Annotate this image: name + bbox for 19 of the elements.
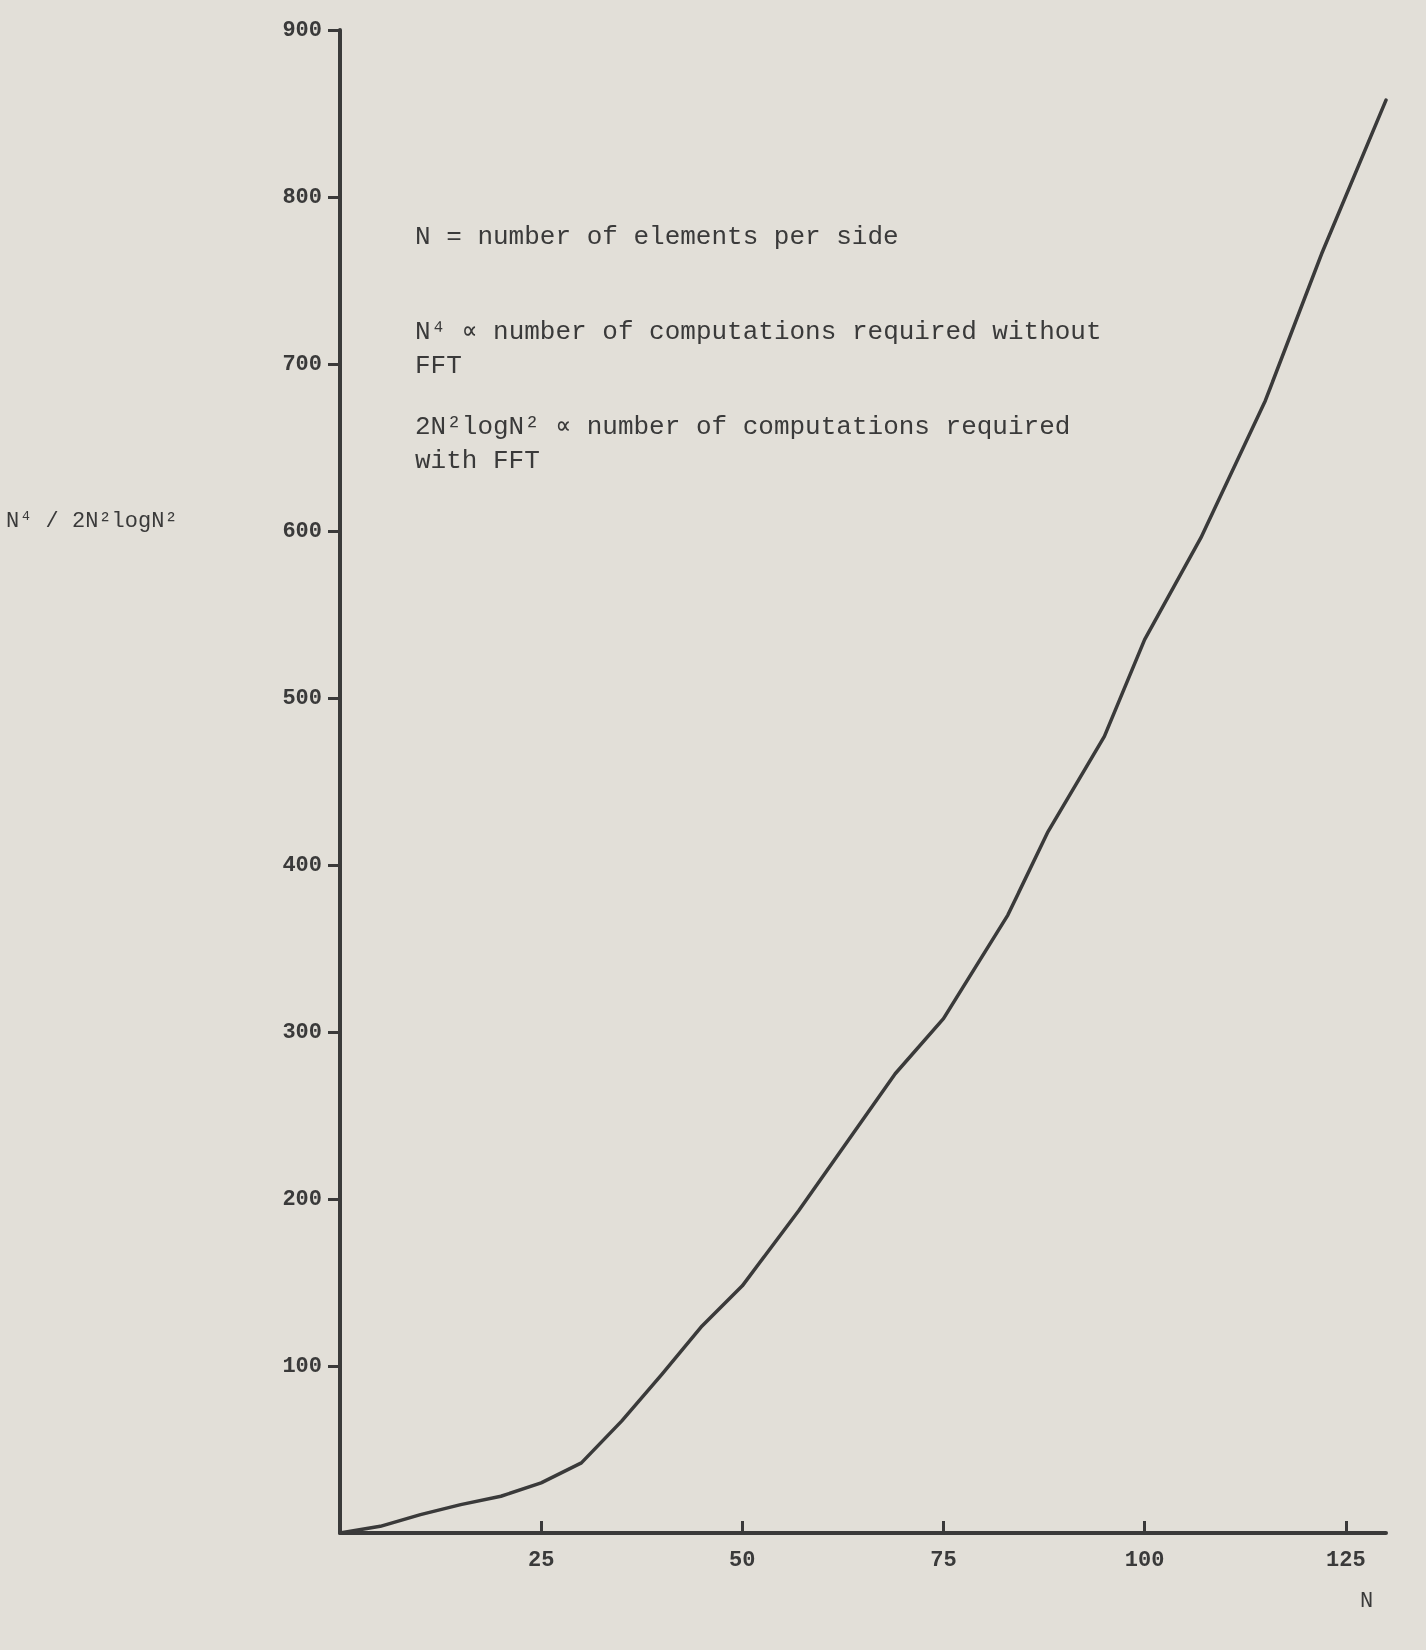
y-tick-label: 800	[282, 184, 322, 210]
y-axis-title: N⁴ / 2N²logN²	[6, 508, 178, 534]
x-tick-label: 25	[527, 1547, 555, 1573]
x-tick-label: 75	[930, 1547, 957, 1573]
y-tick-label: 200	[282, 1186, 322, 1212]
x-axis-title: N	[1360, 1588, 1374, 1614]
y-tick-label: 600	[282, 518, 322, 544]
y-tick-label: 500	[282, 685, 322, 711]
annotation: 2N²logN² ∝ number of computations required with FFT	[415, 412, 1086, 476]
x-tick-label: 125	[1325, 1547, 1366, 1573]
y-tick-label: 300	[282, 1019, 322, 1045]
y-tick-label: 400	[282, 852, 322, 878]
x-tick-label: 100	[1124, 1547, 1165, 1573]
annotation: N = number of elements per side	[415, 222, 899, 252]
y-tick-label: 900	[282, 17, 322, 43]
y-tick-label: 100	[282, 1353, 322, 1379]
y-tick-label: 700	[282, 351, 322, 377]
annotation: N⁴ ∝ number of computations required without FFT	[415, 317, 1118, 381]
x-tick-label: 50	[729, 1547, 756, 1573]
